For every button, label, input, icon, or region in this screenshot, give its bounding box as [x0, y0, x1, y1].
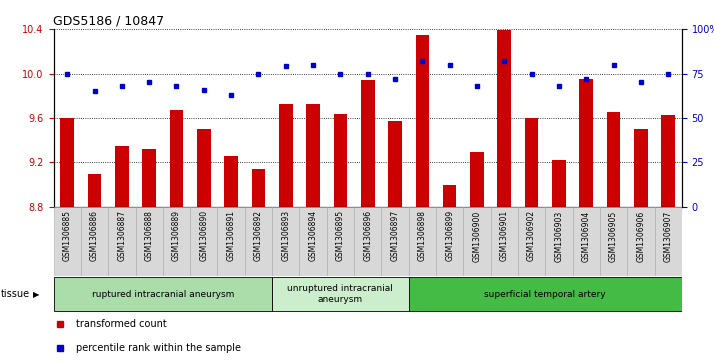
FancyBboxPatch shape — [190, 207, 218, 276]
Text: GSM1306902: GSM1306902 — [527, 210, 536, 261]
FancyBboxPatch shape — [109, 207, 136, 276]
Text: GSM1306903: GSM1306903 — [555, 210, 563, 262]
Bar — [661, 115, 675, 207]
FancyBboxPatch shape — [545, 207, 573, 276]
FancyBboxPatch shape — [163, 207, 190, 276]
FancyBboxPatch shape — [518, 207, 545, 276]
FancyBboxPatch shape — [573, 207, 600, 276]
Text: ▶: ▶ — [33, 290, 39, 298]
Bar — [498, 30, 511, 207]
FancyBboxPatch shape — [655, 207, 682, 276]
Text: GSM1306906: GSM1306906 — [636, 210, 645, 262]
Text: GSM1306892: GSM1306892 — [254, 210, 263, 261]
FancyBboxPatch shape — [436, 207, 463, 276]
Text: GDS5186 / 10847: GDS5186 / 10847 — [53, 15, 164, 28]
FancyBboxPatch shape — [272, 207, 299, 276]
Bar — [279, 103, 293, 207]
Bar — [197, 129, 211, 207]
FancyBboxPatch shape — [54, 277, 272, 311]
Bar — [580, 79, 593, 207]
FancyBboxPatch shape — [327, 207, 354, 276]
Text: GSM1306894: GSM1306894 — [308, 210, 318, 261]
FancyBboxPatch shape — [408, 207, 436, 276]
FancyBboxPatch shape — [81, 207, 109, 276]
Text: GSM1306888: GSM1306888 — [145, 210, 154, 261]
Bar — [388, 121, 402, 207]
Text: GSM1306895: GSM1306895 — [336, 210, 345, 261]
Text: GSM1306893: GSM1306893 — [281, 210, 291, 261]
Text: GSM1306890: GSM1306890 — [199, 210, 208, 261]
Text: transformed count: transformed count — [76, 319, 166, 329]
Bar — [361, 80, 375, 207]
Bar — [251, 169, 266, 207]
Text: GSM1306898: GSM1306898 — [418, 210, 427, 261]
Bar — [470, 152, 484, 207]
Bar — [416, 34, 429, 207]
Text: GSM1306899: GSM1306899 — [445, 210, 454, 261]
Bar — [552, 160, 565, 207]
FancyBboxPatch shape — [272, 277, 408, 311]
Text: GSM1306904: GSM1306904 — [582, 210, 590, 262]
FancyBboxPatch shape — [354, 207, 381, 276]
Bar — [525, 118, 538, 207]
FancyBboxPatch shape — [491, 207, 518, 276]
FancyBboxPatch shape — [627, 207, 655, 276]
Text: GSM1306885: GSM1306885 — [63, 210, 71, 261]
Bar — [88, 174, 101, 207]
Text: ruptured intracranial aneurysm: ruptured intracranial aneurysm — [91, 290, 234, 298]
Text: GSM1306886: GSM1306886 — [90, 210, 99, 261]
Text: GSM1306889: GSM1306889 — [172, 210, 181, 261]
FancyBboxPatch shape — [381, 207, 408, 276]
FancyBboxPatch shape — [218, 207, 245, 276]
FancyBboxPatch shape — [136, 207, 163, 276]
Text: GSM1306907: GSM1306907 — [664, 210, 673, 262]
FancyBboxPatch shape — [600, 207, 627, 276]
Text: GSM1306901: GSM1306901 — [500, 210, 509, 261]
Text: GSM1306896: GSM1306896 — [363, 210, 372, 261]
Bar — [115, 146, 129, 207]
Bar — [634, 129, 648, 207]
Bar — [142, 149, 156, 207]
FancyBboxPatch shape — [463, 207, 491, 276]
Bar — [607, 113, 620, 207]
FancyBboxPatch shape — [245, 207, 272, 276]
Bar — [333, 114, 347, 207]
Text: percentile rank within the sample: percentile rank within the sample — [76, 343, 241, 352]
Bar — [443, 185, 456, 207]
Bar — [170, 110, 183, 207]
Bar — [306, 103, 320, 207]
Bar — [224, 156, 238, 207]
FancyBboxPatch shape — [299, 207, 327, 276]
Text: GSM1306900: GSM1306900 — [473, 210, 481, 262]
Text: superficial temporal artery: superficial temporal artery — [485, 290, 606, 298]
Text: tissue: tissue — [1, 289, 30, 299]
Text: GSM1306887: GSM1306887 — [117, 210, 126, 261]
Text: unruptured intracranial
aneurysm: unruptured intracranial aneurysm — [288, 284, 393, 304]
FancyBboxPatch shape — [408, 277, 682, 311]
Text: GSM1306891: GSM1306891 — [226, 210, 236, 261]
Bar — [61, 118, 74, 207]
Text: GSM1306897: GSM1306897 — [391, 210, 400, 261]
Text: GSM1306905: GSM1306905 — [609, 210, 618, 262]
FancyBboxPatch shape — [54, 207, 81, 276]
